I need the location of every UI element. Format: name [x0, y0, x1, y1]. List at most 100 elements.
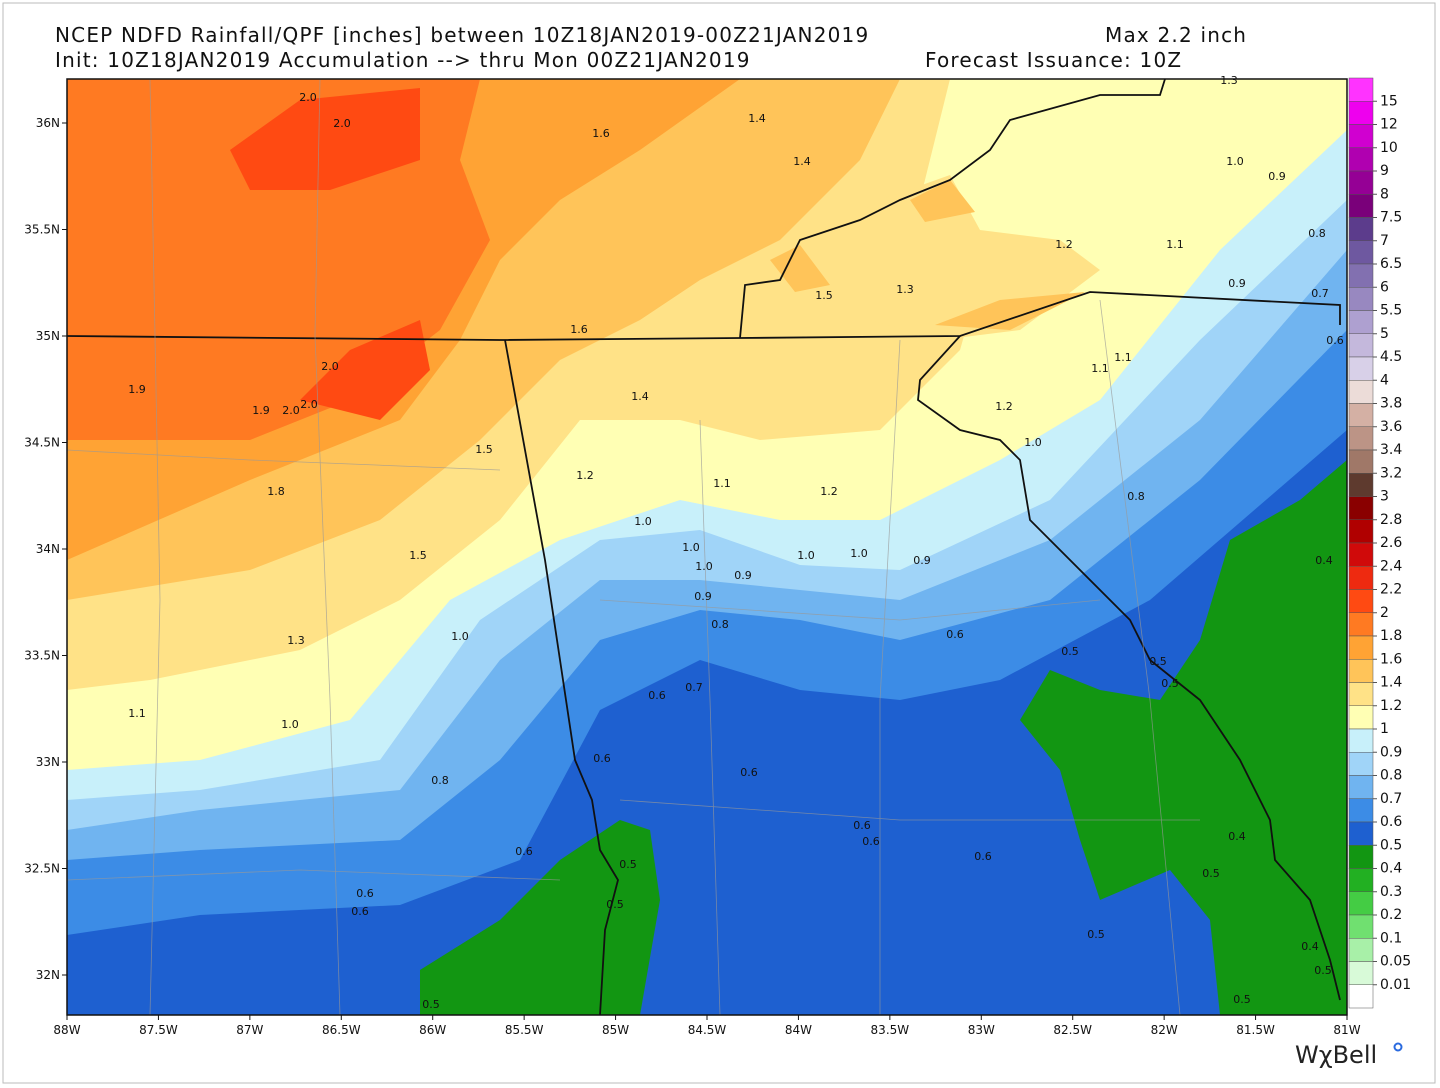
contour-label: 1.3 — [1220, 74, 1238, 87]
colorbar-label: 0.05 — [1380, 954, 1411, 970]
colorbar-label: 10 — [1380, 140, 1398, 156]
contour-label: 1.5 — [409, 549, 427, 562]
contour-label: 1.8 — [267, 485, 285, 498]
county — [699, 419, 721, 1015]
lat-label: 34.5N — [24, 436, 60, 450]
contour-label: 0.9 — [734, 569, 752, 582]
colorbar-box — [1348, 77, 1374, 102]
colorbar-label: 6 — [1380, 279, 1389, 295]
contour-label: 1.1 — [1091, 362, 1109, 375]
rain-band — [1020, 460, 1347, 1015]
rain-band — [910, 180, 975, 222]
contour-label: 1.0 — [451, 630, 469, 643]
contour-label: 0.9 — [1228, 277, 1246, 290]
contour-label: 1.5 — [815, 289, 833, 302]
county — [599, 599, 1101, 621]
colorbar-box — [1348, 356, 1374, 381]
lat-label: 33.5N — [24, 649, 60, 663]
contour-label: 0.6 — [853, 819, 871, 832]
county-lines — [67, 79, 1200, 1015]
lon-label: 84W — [785, 1023, 812, 1037]
colorbar-label: 8 — [1380, 186, 1389, 202]
colorbar-box — [1348, 868, 1374, 892]
contour-label: 0.9 — [694, 590, 712, 603]
colorbar-box — [1348, 496, 1374, 520]
axes: 36N 35.5N 35N 34.5N 34N 33.5N 33N 32.5N 32N 88W 87… — [24, 116, 1360, 1037]
colorbar-label: 1 — [1380, 721, 1389, 737]
colorbar-label: 3.8 — [1380, 396, 1402, 412]
lon-label: 81.5W — [1236, 1023, 1275, 1037]
colorbar-box — [1348, 287, 1374, 311]
colorbar-box — [1348, 101, 1374, 125]
colorbar-label: 3.6 — [1380, 419, 1402, 435]
contour-label: 0.5 — [606, 898, 624, 911]
contour-label: 1.2 — [995, 400, 1013, 413]
lon-label: 82W — [1151, 1023, 1178, 1037]
contour-label: 0.9 — [913, 554, 931, 567]
colorbar-label: 0.01 — [1380, 977, 1411, 993]
colorbar-box — [1348, 659, 1374, 683]
colorbar-box — [1348, 705, 1374, 730]
colorbar-box — [1348, 566, 1374, 590]
contour-label: 0.6 — [974, 850, 992, 863]
contour-label: 0.5 — [1161, 677, 1179, 690]
lat-label: 35.5N — [24, 223, 60, 237]
colorbar-label: 0.9 — [1380, 744, 1402, 760]
lon-label: 83W — [968, 1023, 995, 1037]
contour-label: 0.6 — [515, 845, 533, 858]
colorbar-label: 0.4 — [1380, 861, 1402, 877]
colorbar-label: 3.4 — [1380, 442, 1402, 458]
contour-label: 1.0 — [1226, 155, 1244, 168]
lon-label: 88W — [53, 1023, 80, 1037]
issuance: Forecast Issuance: 10Z — [925, 48, 1182, 72]
contour-label: 0.8 — [711, 618, 729, 631]
colorbar-label: 7 — [1380, 233, 1389, 249]
colorbar-label: 0.8 — [1380, 768, 1402, 784]
rain-band — [230, 88, 420, 190]
lon-label: 87.5W — [139, 1023, 178, 1037]
colorbar-box — [1348, 821, 1374, 846]
border — [504, 339, 619, 1015]
colorbar-box — [1348, 682, 1374, 706]
lat-label: 33N — [36, 755, 60, 769]
lat-label: 35N — [36, 329, 60, 343]
contour-label: 0.6 — [593, 752, 611, 765]
contour-label: 2.0 — [299, 91, 317, 104]
contour-label: 0.6 — [648, 689, 666, 702]
colorbar-box — [1348, 240, 1374, 265]
contour-label: 1.2 — [820, 485, 838, 498]
colorbar-box — [1348, 263, 1374, 288]
contour-label: 1.6 — [570, 323, 588, 336]
contour-label: 1.9 — [128, 383, 146, 396]
colorbar-box — [1348, 310, 1374, 334]
lon-label: 81W — [1333, 1023, 1360, 1037]
colorbar-box — [1348, 194, 1374, 218]
contour-label: 1.0 — [281, 718, 299, 731]
colorbar-label: 2.2 — [1380, 582, 1402, 598]
rain-band — [300, 320, 430, 420]
colorbar-label: 2.4 — [1380, 558, 1402, 574]
colorbar-box — [1348, 589, 1374, 613]
lat-label: 32.5N — [24, 862, 60, 876]
colorbar-box — [1348, 635, 1374, 660]
contour-label: 1.2 — [1055, 238, 1073, 251]
title: NCEP NDFD Rainfall/QPF [inches] between … — [55, 23, 869, 47]
colorbar-label: 5.5 — [1380, 303, 1402, 319]
contour-label: 0.6 — [351, 905, 369, 918]
contour-label: 1.1 — [1166, 238, 1184, 251]
colorbar-label: 2.8 — [1380, 512, 1402, 528]
lat-label: 32N — [36, 968, 60, 982]
contour-label: 0.6 — [862, 835, 880, 848]
colorbar-label: 2.6 — [1380, 535, 1402, 551]
contour-label: 1.4 — [631, 390, 649, 403]
colorbar-label: 0.7 — [1380, 791, 1402, 807]
colorbar-box — [1348, 449, 1374, 474]
colorbar-box — [1348, 891, 1374, 916]
init: Init: 10Z18JAN2019 Accumulation --> thru… — [55, 48, 751, 72]
contour-label: 1.4 — [748, 112, 766, 125]
contour-label: 2.0 — [321, 360, 339, 373]
lon-label: 84.5W — [688, 1023, 727, 1037]
contour-label: 0.8 — [431, 774, 449, 787]
contour-label: 1.5 — [475, 443, 493, 456]
colorbar-label: 3.2 — [1380, 465, 1402, 481]
